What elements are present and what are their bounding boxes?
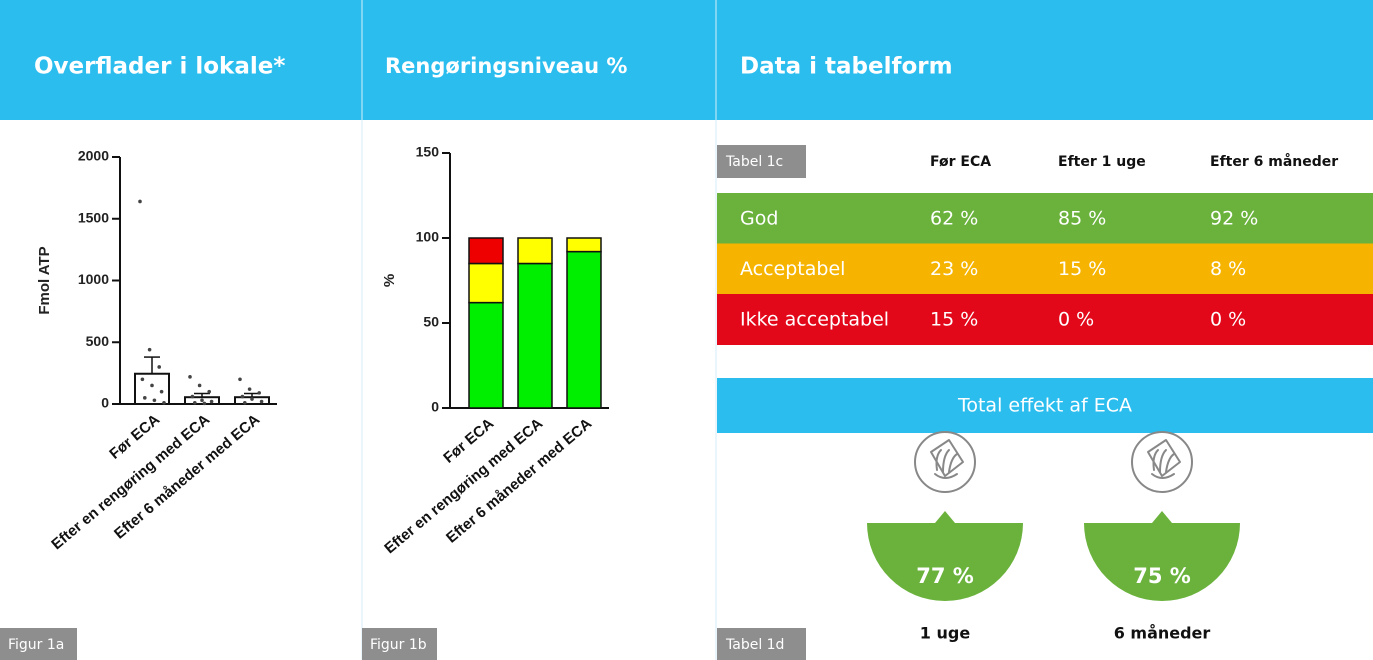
data-point (150, 383, 154, 388)
data-point (143, 396, 147, 400)
table-tag: Tabel 1c (725, 154, 783, 170)
column-header: Efter 1 uge (1058, 154, 1146, 170)
table-cell: 0 % (1058, 309, 1094, 331)
icon-ring (1131, 431, 1193, 493)
row-label: Acceptabel (740, 258, 845, 280)
y-tick-label: 0 (431, 399, 439, 415)
effect-value: 77 % (916, 564, 974, 588)
effect-value: 75 % (1133, 564, 1191, 588)
bar-segment (468, 262, 504, 304)
table-row (717, 193, 1373, 244)
y-tick-label: 500 (86, 333, 110, 349)
icon-hand (934, 449, 958, 479)
table-cell: 15 % (930, 309, 978, 331)
tag-box (717, 145, 806, 178)
data-point (207, 389, 211, 394)
table-cell: 92 % (1210, 208, 1258, 230)
icon-cloth (1147, 439, 1181, 477)
header: Rengøringsniveau % (385, 54, 627, 78)
pointer (935, 511, 955, 523)
data-point (140, 377, 145, 382)
tag-box (717, 628, 806, 660)
bar-segment (517, 237, 553, 265)
row-label: Ikke acceptabel (740, 309, 889, 331)
half-disk (867, 523, 1023, 601)
figure-tag: Figur 1b (370, 637, 427, 653)
y-tick-label: 150 (416, 144, 440, 160)
y-tick-label: 1000 (78, 271, 109, 287)
total-title: Total effekt af ECA (957, 395, 1132, 417)
table-cell: 62 % (930, 208, 978, 230)
error-bar (244, 392, 260, 398)
data-point (200, 398, 204, 403)
y-axis-label: % (381, 274, 398, 287)
data-point (240, 394, 245, 399)
header: Overflader i lokale* (34, 54, 285, 80)
data-point (257, 391, 262, 395)
error-bar (144, 356, 160, 374)
data-point (243, 400, 247, 405)
data-point (247, 387, 252, 391)
column-header: Før ECA (930, 154, 991, 170)
table-row (717, 294, 1373, 345)
half-disk (1084, 523, 1240, 601)
data-point (188, 375, 192, 379)
header-band (0, 0, 1373, 120)
bar (134, 372, 170, 405)
tag-box (362, 628, 437, 660)
data-point (162, 400, 166, 405)
data-point (190, 394, 195, 399)
table-cell: 15 % (1058, 258, 1106, 280)
figure-tag: Figur 1a (8, 637, 64, 653)
table-cell: 85 % (1058, 208, 1106, 230)
bar-segment (566, 250, 602, 409)
y-tick-label: 100 (416, 229, 440, 245)
y-tick-label: 0 (101, 395, 109, 411)
icon-hand (1151, 449, 1175, 479)
effect-label: 6 måneder (1114, 624, 1211, 643)
y-axis-label: Fmol ATP (36, 246, 53, 314)
table-cell: 0 % (1210, 309, 1246, 331)
table-cell: 8 % (1210, 258, 1246, 280)
y-tick-label: 2000 (78, 148, 109, 164)
data-point (202, 401, 207, 406)
row-label: God (740, 208, 778, 230)
header: Data i tabelform (740, 54, 953, 80)
table-cell: 23 % (930, 258, 978, 280)
bar-segment (566, 237, 602, 253)
data-point (209, 399, 214, 404)
pointer (1152, 511, 1172, 523)
total-band (717, 378, 1373, 433)
data-point (157, 365, 161, 369)
icon-ring (914, 431, 976, 493)
bar-segment (468, 301, 504, 409)
icon-cloth (930, 439, 964, 477)
data-point (259, 399, 264, 404)
y-tick-label: 1500 (78, 209, 109, 225)
data-point (159, 389, 164, 394)
data-point (250, 397, 254, 401)
table-row (717, 243, 1373, 295)
data-point (147, 347, 152, 352)
icons (914, 431, 1193, 493)
column-header: Efter 6 måneder (1210, 153, 1338, 170)
data-point (238, 377, 242, 382)
bar-segment (517, 262, 553, 409)
y-tick-label: 50 (423, 314, 439, 330)
data-point (197, 383, 202, 388)
tag-box (0, 628, 77, 660)
data-point (152, 398, 157, 403)
table-tag: Tabel 1d (725, 637, 784, 653)
data-point (138, 199, 142, 204)
bar-segment (468, 237, 504, 265)
data-point (193, 400, 197, 405)
effect-label: 1 uge (920, 624, 971, 643)
error-bar (194, 392, 210, 398)
